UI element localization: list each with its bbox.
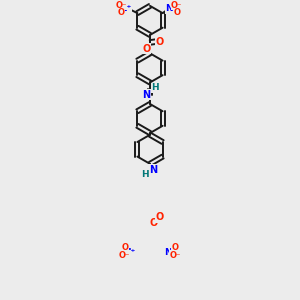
Text: O: O	[142, 44, 151, 54]
Text: O: O	[121, 243, 128, 252]
Text: O⁻: O⁻	[119, 251, 130, 260]
Text: N: N	[142, 90, 150, 100]
Text: O: O	[172, 243, 179, 252]
Text: O⁻: O⁻	[115, 1, 127, 10]
Text: N: N	[150, 165, 158, 175]
Text: H: H	[151, 83, 159, 92]
Text: O: O	[155, 212, 164, 222]
Text: O⁻: O⁻	[170, 251, 181, 260]
Text: O⁻: O⁻	[171, 1, 182, 10]
Text: N⁺: N⁺	[124, 248, 136, 257]
Text: O: O	[149, 218, 158, 228]
Text: N⁺: N⁺	[165, 4, 177, 14]
Text: O: O	[117, 8, 124, 17]
Text: H: H	[141, 170, 149, 179]
Text: N⁺: N⁺	[164, 248, 176, 257]
Text: O: O	[173, 8, 180, 17]
Text: N⁺: N⁺	[119, 4, 131, 14]
Text: O: O	[155, 37, 164, 46]
